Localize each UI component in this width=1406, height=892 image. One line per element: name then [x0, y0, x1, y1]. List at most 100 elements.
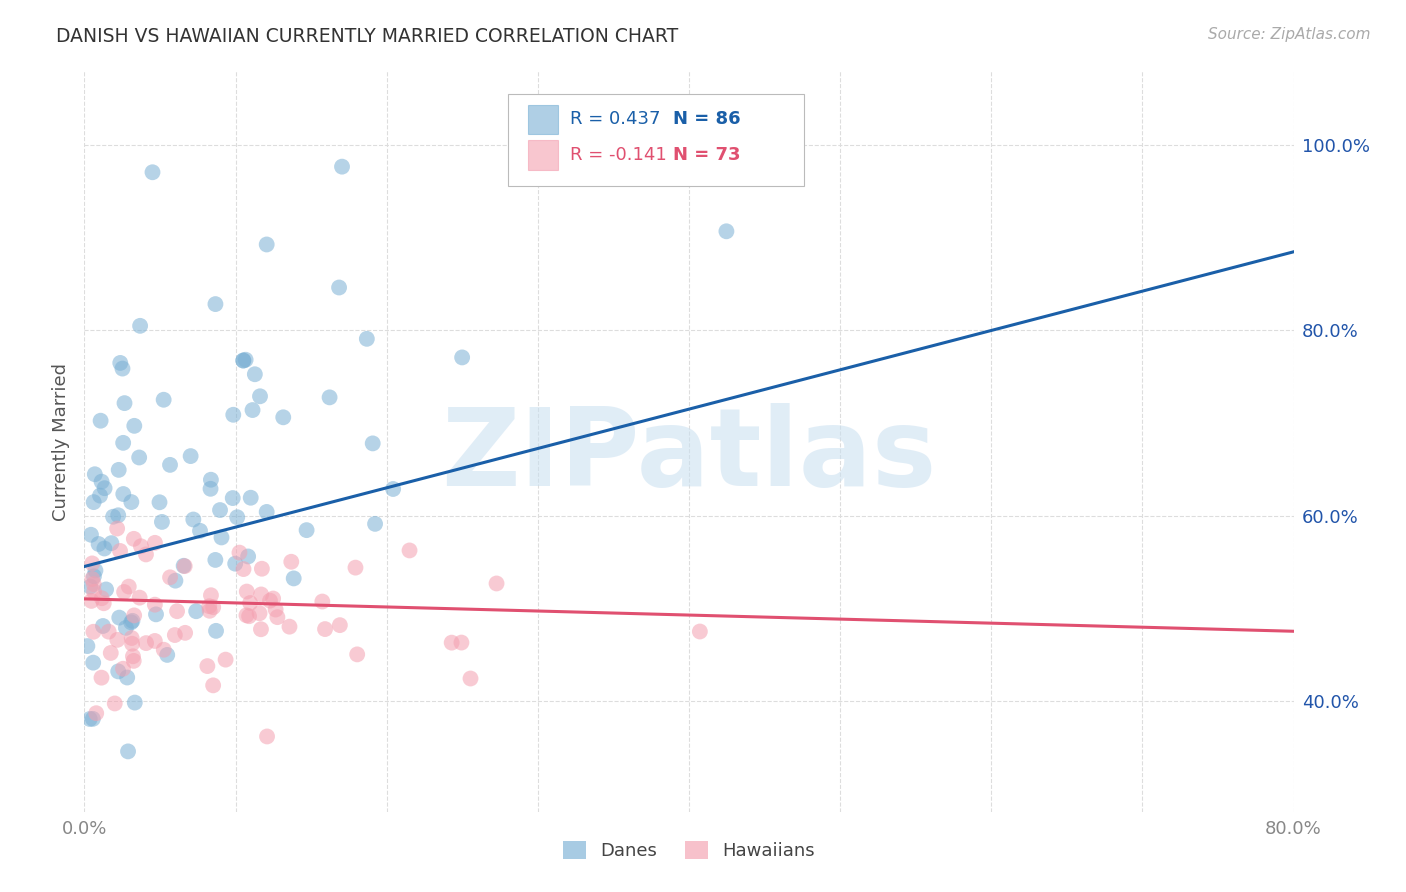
- Point: [118, 580, 141, 594]
- Point: [76, 639, 98, 653]
- Point: [107, 508, 129, 523]
- Point: [90, 414, 112, 428]
- Point: [280, 555, 302, 569]
- Point: [94, 582, 117, 597]
- Point: [236, 584, 259, 599]
- Point: [198, 599, 221, 614]
- Point: [460, 672, 482, 686]
- Point: [163, 628, 186, 642]
- Point: [202, 600, 225, 615]
- Point: [198, 604, 221, 618]
- Point: [93, 541, 115, 556]
- Point: [242, 403, 264, 417]
- Point: [330, 160, 353, 174]
- Point: [121, 631, 143, 645]
- Point: [716, 224, 738, 238]
- Point: [159, 458, 181, 472]
- FancyBboxPatch shape: [508, 94, 804, 186]
- Text: N = 73: N = 73: [673, 146, 741, 164]
- Point: [328, 280, 350, 294]
- Point: [80, 594, 103, 608]
- Point: [108, 610, 131, 624]
- Point: [93, 481, 115, 495]
- Point: [82, 624, 104, 639]
- Point: [114, 396, 136, 410]
- Point: [249, 389, 271, 403]
- Point: [208, 503, 231, 517]
- FancyBboxPatch shape: [529, 104, 558, 135]
- Point: [364, 516, 387, 531]
- Point: [82, 557, 104, 571]
- Point: [108, 544, 131, 558]
- Point: [105, 632, 128, 647]
- Point: [83, 495, 105, 509]
- Point: [266, 610, 288, 624]
- Point: [236, 549, 259, 564]
- Point: [226, 510, 249, 524]
- Point: [195, 659, 218, 673]
- Point: [107, 665, 129, 679]
- Point: [250, 622, 273, 636]
- Point: [143, 598, 166, 612]
- Point: [314, 622, 336, 636]
- Point: [122, 608, 145, 623]
- Point: [235, 352, 257, 367]
- Point: [83, 467, 105, 482]
- Point: [148, 495, 170, 509]
- Point: [82, 712, 104, 726]
- Point: [211, 530, 233, 544]
- Point: [186, 604, 208, 618]
- Point: [128, 591, 150, 605]
- Point: [117, 744, 139, 758]
- Point: [222, 491, 245, 505]
- Point: [239, 596, 262, 610]
- Point: [256, 505, 278, 519]
- Point: [232, 353, 254, 368]
- Point: [122, 532, 145, 546]
- Point: [79, 712, 101, 726]
- Point: [188, 524, 211, 538]
- Point: [228, 546, 250, 560]
- Point: [91, 619, 114, 633]
- Point: [97, 624, 120, 639]
- Point: [557, 120, 579, 134]
- Point: [80, 528, 103, 542]
- Point: [451, 351, 474, 365]
- Point: [143, 634, 166, 648]
- Point: [115, 671, 138, 685]
- Point: [283, 571, 305, 585]
- Point: [128, 450, 150, 465]
- Point: [346, 648, 368, 662]
- Point: [82, 572, 104, 586]
- Point: [243, 368, 266, 382]
- Point: [152, 392, 174, 407]
- Point: [204, 297, 226, 311]
- Text: R = -0.141: R = -0.141: [571, 146, 668, 164]
- Point: [100, 646, 122, 660]
- Point: [115, 621, 138, 635]
- Point: [112, 662, 135, 676]
- Point: [112, 435, 135, 450]
- Point: [121, 637, 143, 651]
- Point: [90, 671, 112, 685]
- Point: [105, 522, 128, 536]
- Point: [485, 576, 508, 591]
- Point: [311, 594, 333, 608]
- Point: [222, 408, 245, 422]
- Point: [156, 648, 179, 662]
- Point: [110, 356, 132, 370]
- Point: [129, 318, 152, 333]
- Point: [82, 656, 104, 670]
- FancyBboxPatch shape: [529, 140, 558, 169]
- Point: [107, 463, 129, 477]
- Point: [83, 569, 105, 583]
- Point: [450, 635, 472, 649]
- Point: [200, 482, 222, 496]
- Text: Source: ZipAtlas.com: Source: ZipAtlas.com: [1208, 27, 1371, 42]
- Text: ZIPatlas: ZIPatlas: [441, 403, 936, 509]
- Text: R = 0.437: R = 0.437: [571, 111, 661, 128]
- Point: [112, 585, 135, 599]
- Point: [90, 591, 112, 606]
- Point: [135, 548, 157, 562]
- Point: [104, 697, 127, 711]
